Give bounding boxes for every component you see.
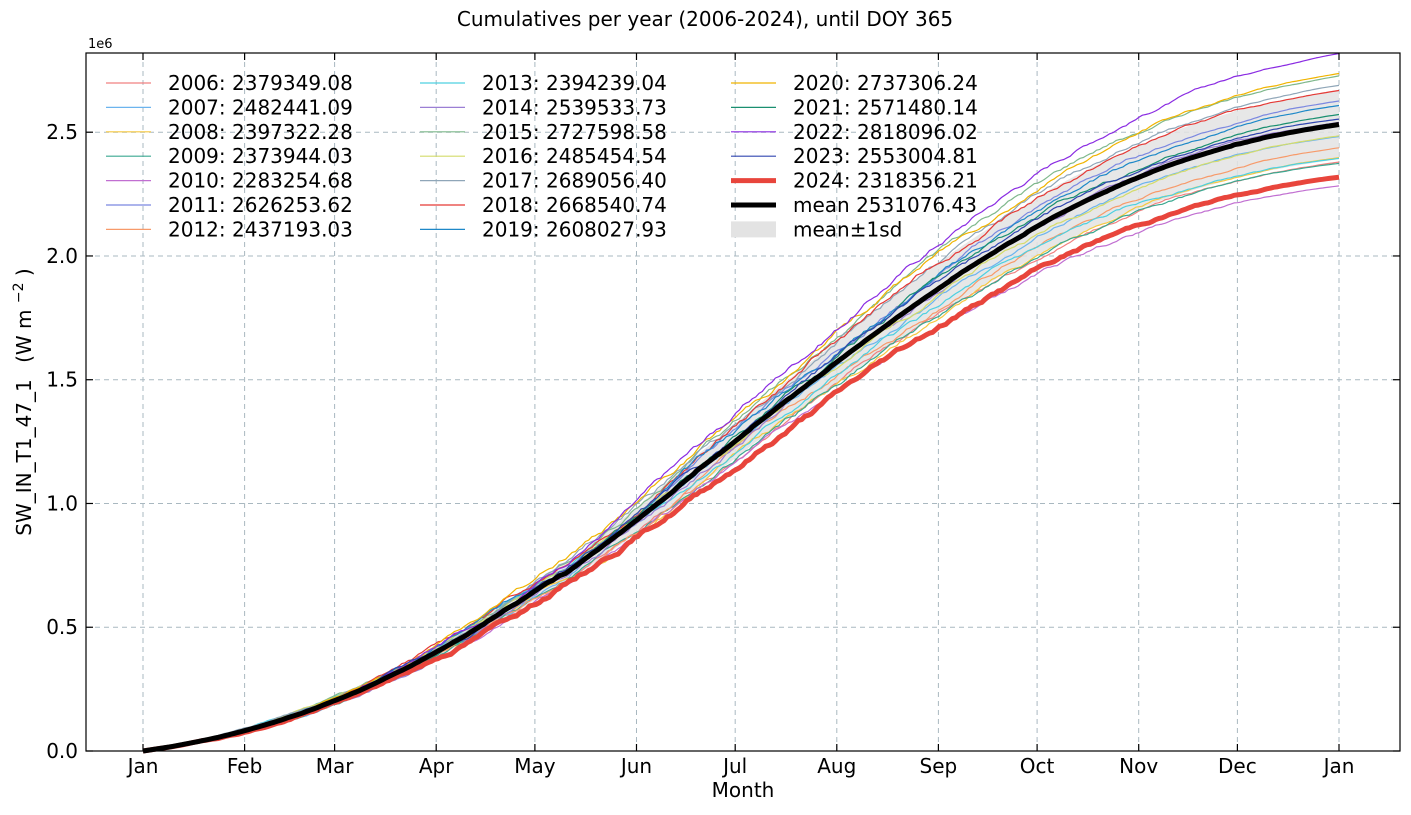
series-line-2009 — [142, 162, 1340, 752]
y-tick-label: 0.0 — [46, 739, 78, 763]
y-axis-label: SW_IN_T1_47_1 (W m −2 ) — [4, 268, 36, 535]
x-tick-label: Jun — [619, 754, 652, 778]
series-line-2016 — [142, 135, 1340, 752]
legend-label: 2008: 2397322.28 — [168, 120, 353, 144]
legend-label: 2013: 2394239.04 — [482, 71, 667, 95]
y-tick-label: 0.5 — [46, 615, 78, 639]
legend-label: 2018: 2668540.74 — [482, 193, 667, 217]
legend-label: 2006: 2379349.08 — [168, 71, 353, 95]
legend-label: 2007: 2482441.09 — [168, 95, 353, 119]
series-line-2017 — [142, 84, 1340, 752]
y-axis-label-units: (W m — [12, 309, 36, 362]
legend-swatch-band — [731, 221, 776, 238]
y-tick-labels: 0.0 0.5 1.0 1.5 2.0 2.5 — [46, 120, 78, 763]
x-tick-label: Oct — [1020, 754, 1055, 778]
legend-label: 2024: 2318356.21 — [793, 169, 978, 193]
x-tick-label: Apr — [419, 754, 454, 778]
x-tick-label: Jul — [721, 754, 747, 778]
x-tick-label: Aug — [817, 754, 856, 778]
legend-label: mean±1sd — [793, 217, 902, 241]
x-tick-label: May — [514, 754, 556, 778]
legend-label: 2015: 2727598.58 — [482, 120, 667, 144]
x-tick-label: Feb — [227, 754, 262, 778]
plot-frame — [85, 52, 1401, 752]
legend-label: 2020: 2737306.24 — [793, 71, 978, 95]
x-axis-label: Month — [712, 778, 775, 802]
x-tick-label: Mar — [316, 754, 355, 778]
y-axis-label-exponent: −2 — [11, 282, 27, 303]
y-axis-label-close: ) — [12, 268, 36, 276]
mean-line-layer — [142, 122, 1340, 754]
x-tick-label: Jan — [1322, 754, 1355, 778]
legend-label: 2014: 2539533.73 — [482, 95, 667, 119]
legend-label: 2010: 2283254.68 — [168, 169, 353, 193]
x-tick-label: Sep — [920, 754, 958, 778]
legend-label: 2012: 2437193.03 — [168, 217, 353, 241]
series-line-2024 — [142, 174, 1340, 754]
x-tick-labels: Jan Feb Mar Apr May Jun Jul Aug Sep Oct Nov Dec Jan — [126, 754, 1355, 778]
y-tick-label: 1.0 — [46, 491, 78, 515]
x-tick-label: Jan — [126, 754, 159, 778]
chart-title: Cumulatives per year (2006-2024), until … — [457, 7, 953, 31]
mean-line — [142, 122, 1340, 754]
legend-label: 2019: 2608027.93 — [482, 217, 667, 241]
y-axis-label-name: SW_IN_T1_47_1 — [12, 379, 36, 535]
legend-label: 2009: 2373944.03 — [168, 144, 353, 168]
y-tick-label: 2.5 — [46, 120, 78, 144]
legend-label: 2017: 2689056.40 — [482, 169, 667, 193]
y-tick-label: 1.5 — [46, 368, 78, 392]
legend-label: 2016: 2485454.54 — [482, 144, 667, 168]
axis-ticks — [86, 53, 1400, 752]
series-line-2006 — [142, 161, 1340, 752]
legend-label: 2023: 2553004.81 — [793, 144, 978, 168]
x-tick-label: Dec — [1218, 754, 1257, 778]
legend-label: mean 2531076.43 — [793, 193, 977, 217]
y-offset-text: 1e6 — [88, 37, 113, 52]
x-tick-label: Nov — [1119, 754, 1158, 778]
legend-label: 2011: 2626253.62 — [168, 193, 353, 217]
legend-label: 2022: 2818096.02 — [793, 120, 978, 144]
y-tick-label: 2.0 — [46, 244, 78, 268]
legend-label: 2021: 2571480.14 — [793, 95, 978, 119]
